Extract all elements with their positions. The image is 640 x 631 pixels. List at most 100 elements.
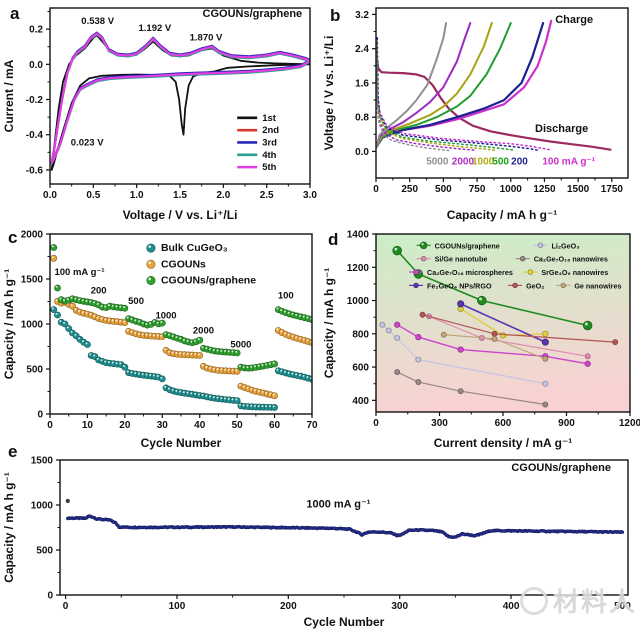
svg-text:Cycle Number: Cycle Number	[304, 615, 385, 629]
svg-text:3.2: 3.2	[355, 10, 369, 21]
svg-text:200: 200	[280, 601, 297, 612]
svg-text:500: 500	[614, 601, 631, 612]
svg-text:1200: 1200	[347, 263, 370, 274]
svg-text:Ge nanowires: Ge nanowires	[574, 281, 621, 290]
svg-text:750: 750	[469, 184, 486, 195]
svg-text:0: 0	[47, 591, 53, 602]
svg-text:1st: 1st	[262, 113, 277, 124]
svg-text:300: 300	[391, 601, 408, 612]
svg-text:CGOUNs/graphene: CGOUNs/graphene	[511, 462, 611, 474]
svg-text:Charge: Charge	[555, 14, 593, 26]
svg-text:1400: 1400	[347, 230, 370, 241]
svg-text:-0.4: -0.4	[26, 130, 44, 141]
svg-text:400: 400	[352, 396, 369, 407]
svg-text:1000 mA g⁻¹: 1000 mA g⁻¹	[306, 498, 370, 510]
svg-text:10: 10	[82, 420, 94, 431]
svg-text:Capacity / mA h g⁻¹: Capacity / mA h g⁻¹	[447, 208, 558, 222]
svg-text:500: 500	[492, 156, 509, 167]
svg-text:2000: 2000	[193, 326, 214, 337]
svg-text:1500: 1500	[31, 456, 54, 467]
svg-text:100: 100	[278, 290, 294, 301]
svg-text:1000: 1000	[472, 156, 495, 167]
svg-text:100: 100	[169, 601, 186, 612]
svg-text:40: 40	[194, 420, 206, 431]
svg-text:1500: 1500	[21, 275, 44, 286]
svg-text:0: 0	[47, 420, 53, 431]
svg-text:900: 900	[558, 418, 575, 429]
watermark-text: 材料人	[552, 587, 637, 617]
svg-text:0.0: 0.0	[29, 60, 43, 71]
svg-text:800: 800	[352, 329, 369, 340]
svg-text:1.192 V: 1.192 V	[138, 23, 171, 34]
panel-label-c: c	[8, 228, 18, 247]
svg-text:2.0: 2.0	[216, 190, 230, 201]
svg-text:70: 70	[306, 420, 318, 431]
svg-text:1500: 1500	[567, 184, 590, 195]
svg-text:200: 200	[511, 156, 528, 167]
svg-text:1250: 1250	[533, 184, 556, 195]
svg-text:500: 500	[435, 184, 452, 195]
svg-text:300: 300	[431, 418, 448, 429]
svg-text:5th: 5th	[262, 162, 276, 173]
svg-text:1200: 1200	[619, 418, 640, 429]
svg-text:0.8: 0.8	[355, 113, 369, 124]
svg-text:Bulk CuGeO₃: Bulk CuGeO₃	[161, 242, 228, 254]
svg-text:50: 50	[232, 420, 244, 431]
svg-text:0.023 V: 0.023 V	[71, 137, 104, 148]
svg-text:0: 0	[37, 410, 43, 421]
svg-text:1000: 1000	[31, 501, 54, 512]
svg-text:5000: 5000	[426, 156, 449, 167]
svg-text:1000: 1000	[21, 320, 44, 331]
svg-text:0: 0	[63, 601, 69, 612]
svg-text:Cycle Number: Cycle Number	[141, 436, 222, 450]
svg-text:Si/Ge nanotube: Si/Ge nanotube	[435, 255, 488, 264]
watermark: 材料人	[519, 582, 637, 619]
rate-cycling-chart: 0 10 20 30 40 50 60 70 0 500 1000 1500 2000 Cycle Num…	[2, 230, 318, 451]
svg-text:0: 0	[373, 184, 379, 195]
svg-text:500: 500	[36, 546, 53, 557]
svg-text:0.0: 0.0	[43, 190, 57, 201]
svg-text:1000: 1000	[347, 296, 370, 307]
panel-label-e: e	[8, 442, 18, 461]
svg-text:1000: 1000	[155, 311, 176, 322]
svg-text:Ca₂Ge₇O₁₆ microspheres: Ca₂Ge₇O₁₆ microspheres	[427, 268, 513, 277]
svg-text:1.5: 1.5	[173, 190, 187, 201]
svg-text:-0.6: -0.6	[26, 165, 44, 176]
svg-text:400: 400	[503, 601, 520, 612]
svg-text:GeO₂: GeO₂	[526, 281, 544, 290]
svg-text:Current / mA: Current / mA	[2, 59, 16, 132]
svg-text:Capacity / mA h g⁻¹: Capacity / mA h g⁻¹	[2, 269, 16, 380]
svg-text:3.0: 3.0	[303, 190, 317, 201]
svg-text:100 mA g⁻¹: 100 mA g⁻¹	[542, 156, 595, 167]
svg-text:Capacity / mA h g⁻¹: Capacity / mA h g⁻¹	[322, 268, 336, 379]
svg-text:100 mA g⁻¹: 100 mA g⁻¹	[54, 267, 104, 278]
svg-text:0: 0	[373, 418, 379, 429]
svg-text:1.0: 1.0	[130, 190, 144, 201]
svg-text:Capacity / mA h g⁻¹: Capacity / mA h g⁻¹	[2, 472, 16, 583]
svg-text:Voltage / V vs. Li⁺/Li: Voltage / V vs. Li⁺/Li	[123, 208, 238, 222]
charge-discharge-chart: 0 250 500 750 1000 1250 1500 1750 0.0 0.8 1.6 2.4 3.…	[322, 7, 629, 222]
svg-text:4th: 4th	[262, 150, 276, 161]
svg-text:5000: 5000	[230, 339, 251, 350]
svg-text:SrGe₄O₉ nanowires: SrGe₄O₉ nanowires	[541, 268, 608, 277]
panel-label-d: d	[328, 230, 339, 249]
panel-label-b: b	[330, 6, 341, 25]
svg-text:1750: 1750	[601, 184, 624, 195]
svg-text:CGOUNs/graphene: CGOUNs/graphene	[435, 241, 500, 250]
svg-text:30: 30	[157, 420, 169, 431]
svg-text:Fe₂GeO₄ NPs/RGO: Fe₂GeO₄ NPs/RGO	[427, 281, 492, 290]
svg-text:1.6: 1.6	[355, 78, 369, 89]
svg-text:Voltage / V vs. Li⁺/Li: Voltage / V vs. Li⁺/Li	[322, 36, 336, 151]
rate-comparison-chart: 0 300 600 900 1200 400 600 800 1000 1200 1400 Curre…	[322, 230, 640, 451]
svg-text:Current density / mA g⁻¹: Current density / mA g⁻¹	[434, 436, 573, 450]
svg-text:Ca₂Ge₇O₁₆ nanowires: Ca₂Ge₇O₁₆ nanowires	[534, 255, 608, 264]
svg-text:2.5: 2.5	[260, 190, 274, 201]
svg-text:CGOUNs/graphene: CGOUNs/graphene	[203, 8, 303, 20]
svg-text:2000: 2000	[21, 230, 44, 241]
long-cycling-chart: 0 100 200 300 400 500 0 500 1000 1500 Cycle Number…	[2, 456, 631, 630]
svg-text:600: 600	[352, 363, 369, 374]
svg-text:0.0: 0.0	[355, 147, 369, 158]
svg-text:2.4: 2.4	[355, 44, 369, 55]
svg-text:500: 500	[26, 365, 43, 376]
